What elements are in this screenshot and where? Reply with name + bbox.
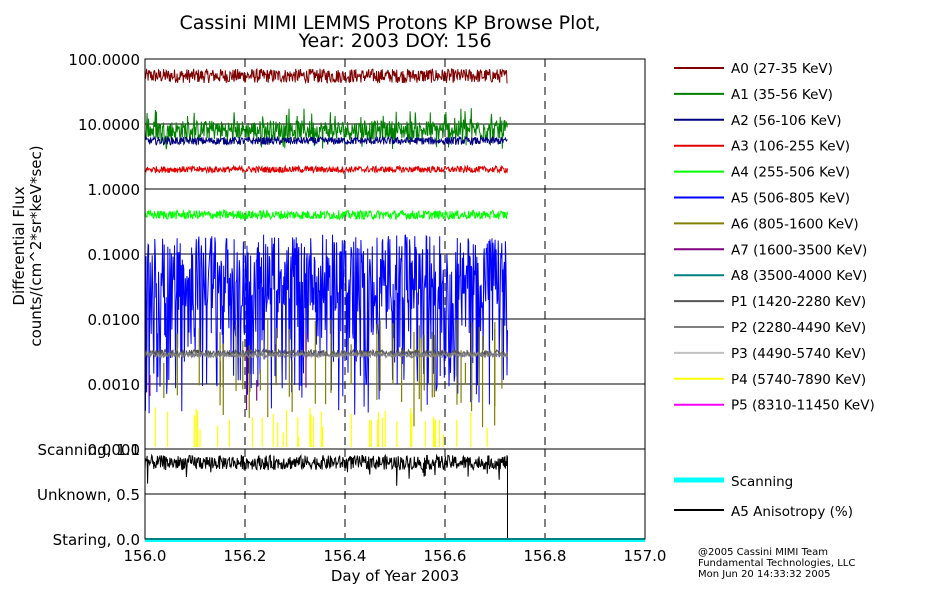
legend-label: P3 (4490-5740 KeV) — [731, 346, 866, 362]
x-tick-label: 157.0 — [624, 547, 667, 565]
footer-organization: Fundamental Technologies, LLC — [698, 558, 855, 569]
status-legend-label: Scanning — [731, 474, 793, 490]
x-tick-label: 156.2 — [224, 547, 267, 565]
series-line-A1 — [144, 108, 508, 150]
y-axis-label-line2: counts/(cm^2*sr*keV*sec) — [27, 145, 45, 346]
status-legend-label: A5 Anisotropy (%) — [731, 504, 853, 520]
status-panel-frame — [144, 448, 646, 540]
flux-series-group — [144, 68, 508, 447]
status-series-group — [144, 453, 645, 542]
legend-label: P4 (5740-7890 KeV) — [731, 372, 866, 388]
legend-label: P1 (1420-2280 KeV) — [731, 294, 866, 310]
legend-label: A6 (805-1600 KeV) — [731, 216, 859, 232]
y-tick-label: 10.0000 — [78, 116, 140, 134]
series-line-A0 — [144, 68, 508, 85]
status-y-tick-label: Staring, 0.0 — [53, 531, 140, 549]
series-line-A4 — [144, 208, 508, 221]
y-tick-label: 0.0001 — [88, 441, 141, 459]
y-tick-label: 1.0000 — [88, 181, 141, 199]
legend-label: P2 (2280-4490 KeV) — [731, 320, 866, 336]
y-axis-label-line1: Differential Flux — [10, 186, 28, 305]
plot-title-line1: Cassini MIMI LEMMS Protons KP Browse Plo… — [179, 12, 600, 34]
series-line-A3 — [144, 164, 508, 175]
legend-label: A5 (506-805 KeV) — [731, 191, 850, 207]
series-line-A2 — [144, 135, 508, 147]
legend-label: A3 (106-255 KeV) — [731, 139, 850, 155]
legend-label: A8 (3500-4000 KeV) — [731, 268, 867, 284]
footer-copyright: @2005 Cassini MIMI Team — [698, 547, 828, 558]
status-legend: Scanning A5 Anisotropy (%) — [674, 474, 853, 520]
series-line-P2 — [144, 350, 508, 360]
x-tick-label: 156.0 — [124, 547, 167, 565]
footer-timestamp: Mon Jun 20 14:33:32 2005 — [698, 569, 831, 580]
series-P4-spikes — [154, 407, 488, 447]
series-A6-spikes — [163, 317, 503, 428]
legend-label: A0 (27-35 KeV) — [731, 61, 833, 77]
legend-label: A2 (56-106 KeV) — [731, 113, 841, 129]
x-tick-label: 156.8 — [524, 547, 567, 565]
y-tick-label: 100.0000 — [68, 51, 140, 69]
legend-label: A4 (255-506 KeV) — [731, 165, 850, 181]
legend-label: P5 (8310-11450 KeV) — [731, 398, 875, 414]
x-axis-label: Day of Year 2003 — [331, 567, 459, 585]
status-y-tick-label: Unknown, 0.5 — [37, 486, 140, 504]
series-line-P1 — [144, 347, 508, 358]
series-line-A5 — [144, 234, 508, 415]
plot-title-line2: Year: 2003 DOY: 156 — [297, 30, 491, 52]
series-line-anisotropy — [144, 453, 508, 539]
x-tick-label: 156.6 — [424, 547, 467, 565]
y-tick-label: 0.0100 — [88, 311, 141, 329]
x-tick-label: 156.4 — [324, 547, 367, 565]
status-y-tick-label: Scanning, 1.0 — [37, 441, 140, 459]
legend-label: A7 (1600-3500 KeV) — [731, 242, 867, 258]
y-tick-label: 0.1000 — [88, 246, 141, 264]
legend-label: A1 (35-56 KeV) — [731, 87, 833, 103]
series-A7-spikes — [149, 332, 307, 411]
legend: A0 (27-35 KeV) A1 (35-56 KeV) A2 (56-106 K… — [674, 61, 875, 414]
y-tick-label: 0.0010 — [88, 376, 141, 394]
